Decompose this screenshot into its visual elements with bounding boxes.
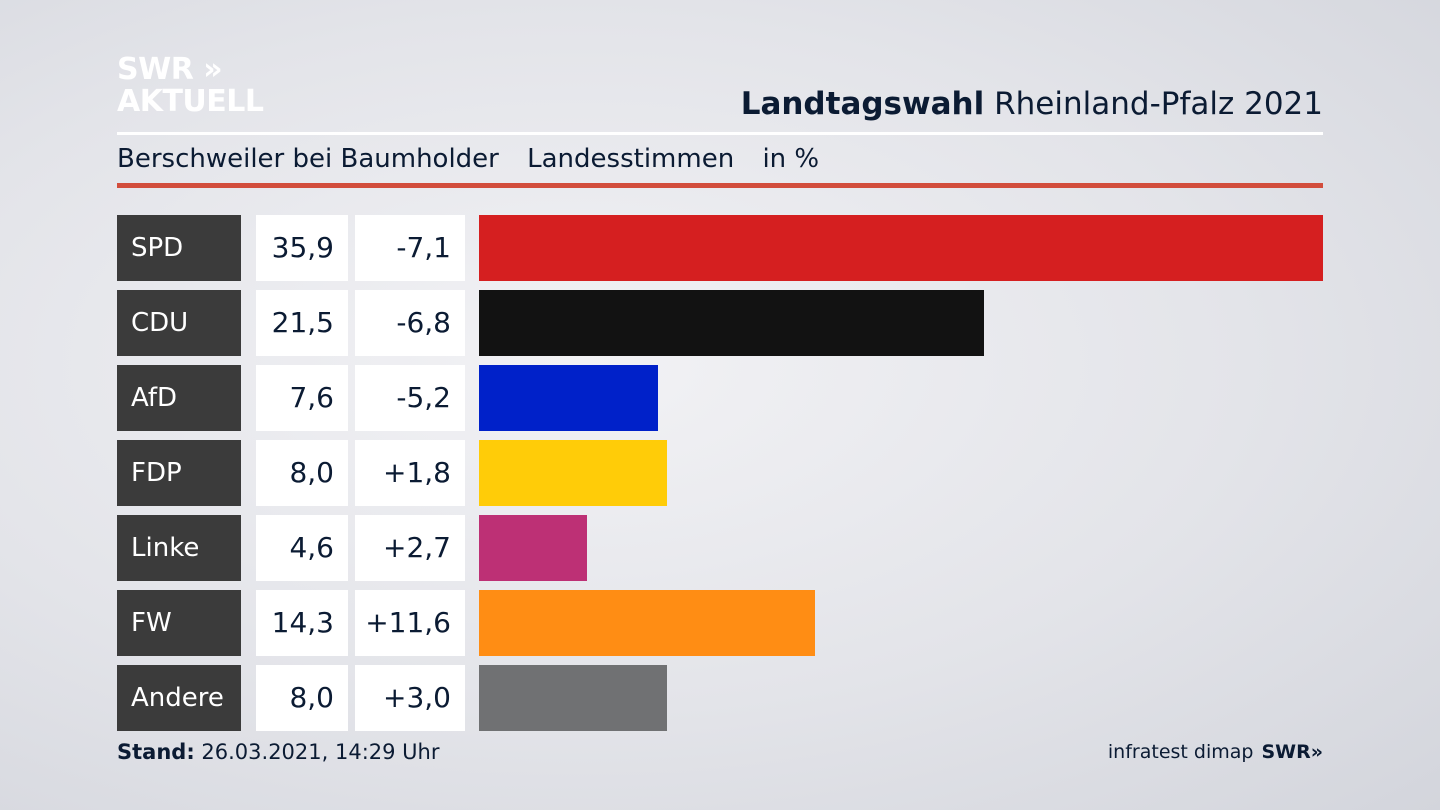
chart-row: Linke 4,6 +2,7 <box>0 515 1440 581</box>
subtitle-kind: Landesstimmen <box>527 144 735 174</box>
party-label: FDP <box>117 440 241 506</box>
timestamp: Stand: 26.03.2021, 14:29 Uhr <box>117 740 440 764</box>
chart-subtitle: Berschweiler bei Baumholder Landesstimme… <box>117 144 839 174</box>
diff-label: -6,8 <box>355 290 465 356</box>
chart-title-bold: Landtagswahl <box>740 86 985 122</box>
source-label: infratest dimap <box>1107 741 1254 763</box>
bar <box>479 590 815 656</box>
bar <box>479 515 587 581</box>
bar <box>479 365 658 431</box>
bar <box>479 215 1323 281</box>
chart-row: AfD 7,6 -5,2 <box>0 365 1440 431</box>
diff-label: +1,8 <box>355 440 465 506</box>
source-credit: infratest dimap SWR» <box>1108 741 1323 763</box>
bar <box>479 665 667 731</box>
value-label: 8,0 <box>256 440 348 506</box>
diff-label: -5,2 <box>355 365 465 431</box>
value-label: 8,0 <box>256 665 348 731</box>
logo-line-2: AKTUELL <box>117 84 264 119</box>
value-label: 4,6 <box>256 515 348 581</box>
diff-label: +3,0 <box>355 665 465 731</box>
subtitle-unit: in % <box>762 144 820 174</box>
subtitle-divider <box>117 183 1323 188</box>
party-label: Andere <box>117 665 241 731</box>
chart-row: FW 14,3 +11,6 <box>0 590 1440 656</box>
subtitle-place: Berschweiler bei Baumholder <box>117 144 499 174</box>
diff-label: +11,6 <box>355 590 465 656</box>
value-label: 14,3 <box>256 590 348 656</box>
diff-label: +2,7 <box>355 515 465 581</box>
value-label: 21,5 <box>256 290 348 356</box>
diff-label: -7,1 <box>355 215 465 281</box>
value-label: 7,6 <box>256 365 348 431</box>
stand-label: Stand: <box>117 740 195 764</box>
stand-value: 26.03.2021, 14:29 Uhr <box>194 740 440 764</box>
logo-line-1: SWR » <box>117 52 223 87</box>
chart-row: Andere 8,0 +3,0 <box>0 665 1440 731</box>
chart-row: CDU 21,5 -6,8 <box>0 290 1440 356</box>
chart-title: Landtagswahl Rheinland-Pfalz 2021 <box>741 86 1323 122</box>
party-label: FW <box>117 590 241 656</box>
party-label: Linke <box>117 515 241 581</box>
chart-row: SPD 35,9 -7,1 <box>0 215 1440 281</box>
value-label: 35,9 <box>256 215 348 281</box>
swr-brand-logo: SWR» <box>1261 741 1323 763</box>
bar <box>479 290 984 356</box>
party-label: AfD <box>117 365 241 431</box>
party-label: SPD <box>117 215 241 281</box>
chart-row: FDP 8,0 +1,8 <box>0 440 1440 506</box>
bar <box>479 440 667 506</box>
title-divider <box>117 132 1323 135</box>
swr-aktuell-logo: SWR » AKTUELL <box>117 54 264 118</box>
party-label: CDU <box>117 290 241 356</box>
chart-title-rest: Rheinland-Pfalz 2021 <box>984 86 1323 122</box>
